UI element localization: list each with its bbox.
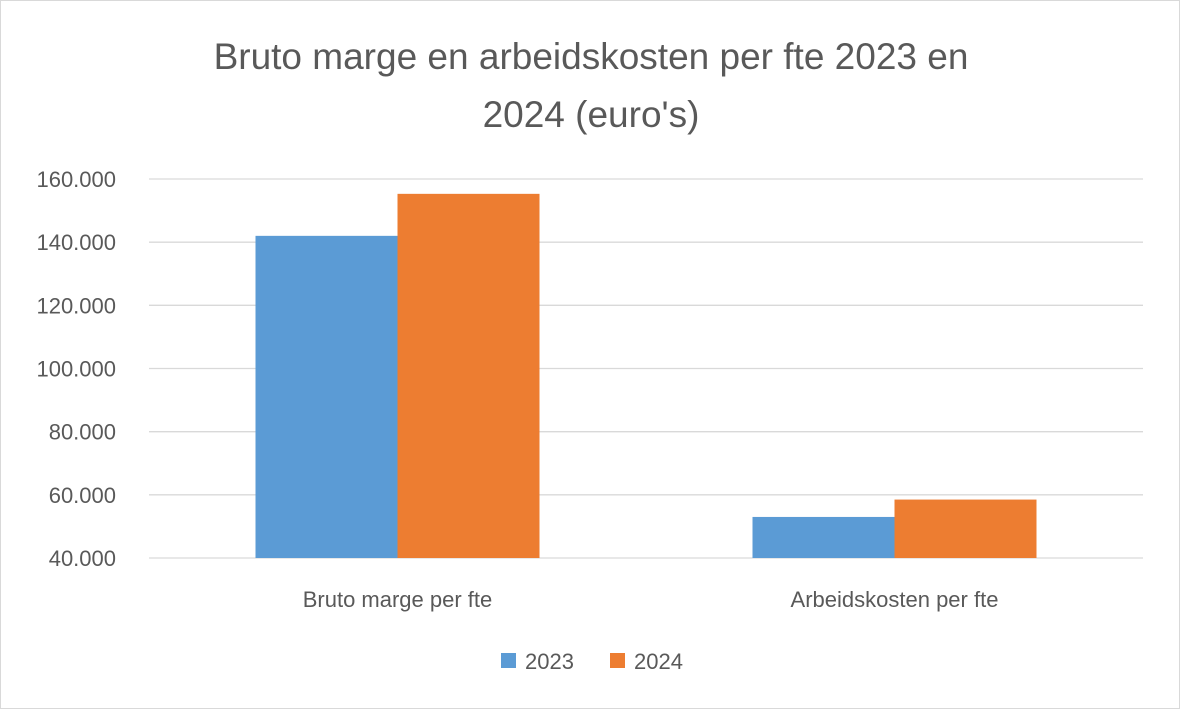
chart-title: Bruto marge en arbeidskosten per fte 202…: [214, 36, 969, 135]
y-tick-label: 160.000: [36, 167, 116, 192]
legend: 2023 2024: [501, 649, 683, 674]
legend-label-2024: 2024: [634, 649, 683, 674]
x-category-label: Bruto marge per fte: [303, 587, 493, 612]
y-axis-tick-labels: 40.000 60.000 80.000 100.000 120.000 140.000 1…: [36, 167, 116, 571]
y-tick-label: 120.000: [36, 293, 116, 318]
bar-2023-bruto-marge: [255, 235, 398, 558]
y-tick-label: 60.000: [49, 483, 116, 508]
bar-2024-arbeidskosten: [894, 499, 1037, 558]
y-tick-label: 80.000: [49, 420, 116, 445]
legend-swatch-2023: [501, 653, 516, 668]
chart-title-line-1: Bruto marge en arbeidskosten per fte 202…: [214, 36, 969, 77]
y-tick-label: 40.000: [49, 546, 116, 571]
legend-label-2023: 2023: [525, 649, 574, 674]
bar-2024-bruto-marge: [397, 193, 540, 558]
bars: [255, 193, 1037, 558]
bar-2023-arbeidskosten: [752, 516, 895, 558]
x-axis-category-labels: Bruto marge per fte Arbeidskosten per fte: [303, 587, 999, 612]
y-tick-label: 140.000: [36, 230, 116, 255]
y-tick-label: 100.000: [36, 357, 116, 382]
x-category-label: Arbeidskosten per fte: [791, 587, 999, 612]
legend-swatch-2024: [610, 653, 625, 668]
chart-title-line-2: 2024 (euro's): [483, 94, 700, 135]
